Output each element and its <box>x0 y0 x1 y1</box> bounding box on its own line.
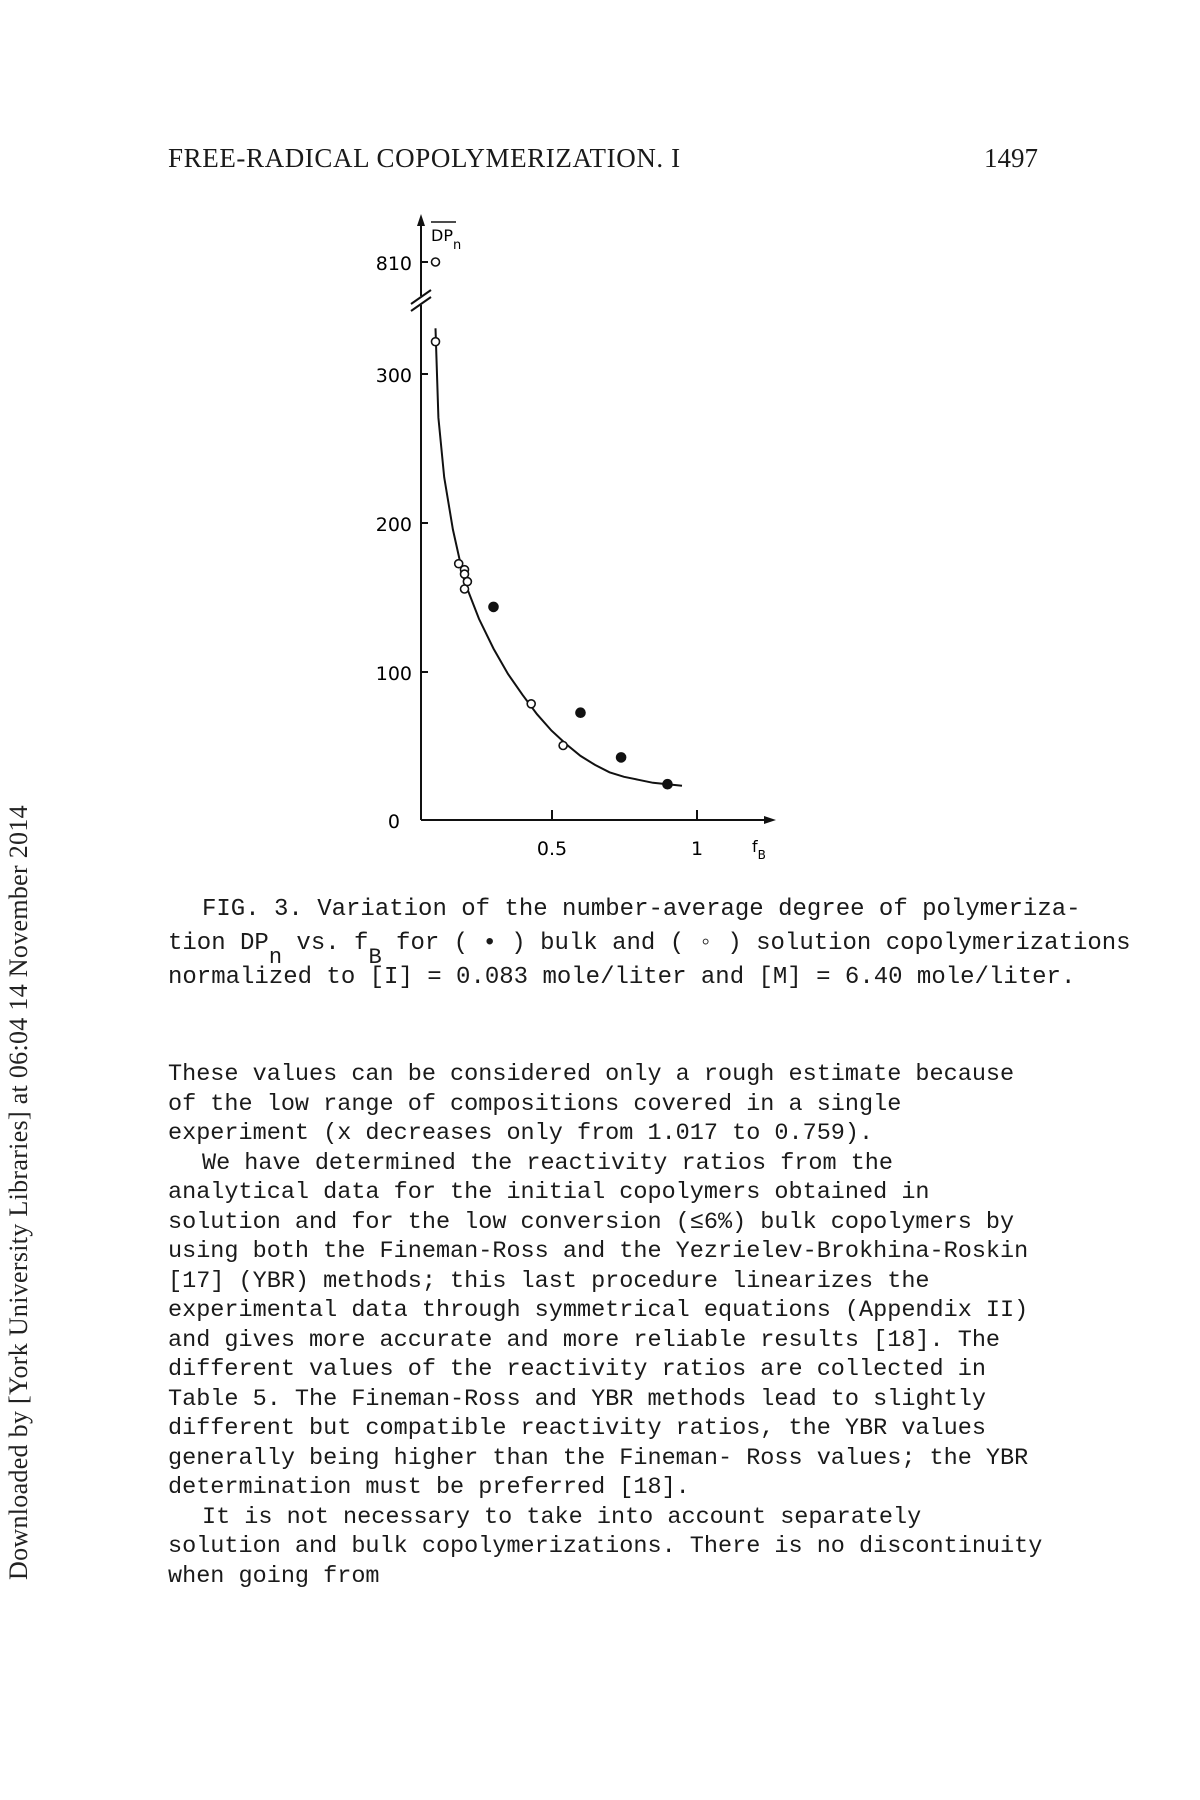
fitted-curve <box>434 328 683 787</box>
bulk-point-2 <box>575 707 586 719</box>
solution-point-1 <box>430 257 441 267</box>
solution-point-3 <box>453 558 464 569</box>
running-title: FREE-RADICAL COPOLYMERIZATION. I <box>168 143 681 173</box>
bulk-point-1 <box>488 601 499 613</box>
y-tick-label-300: 300 <box>376 365 412 387</box>
caption-line-1: FIG. 3. Variation of the number-average … <box>202 896 1081 923</box>
paragraph-3: It is not necessary to take into account… <box>168 1503 1043 1590</box>
caption-line-3: normalized to [I] = 0.083 mole/liter and… <box>168 964 1076 991</box>
running-head: FREE-RADICAL COPOLYMERIZATION. I 1497 <box>168 143 1038 177</box>
solution-point-7 <box>459 584 470 594</box>
y-tick-label-810: 810 <box>376 253 412 275</box>
bulk-point-3 <box>615 752 627 763</box>
x-axis-arrow <box>764 816 776 824</box>
page-number: 1497 <box>984 143 1038 173</box>
body-text: These values can be considered only a ro… <box>168 1060 1048 1591</box>
x-axis-label: fB <box>752 837 766 862</box>
solution-point-8 <box>526 698 537 709</box>
paragraph-1: These values can be considered only a ro… <box>168 1061 1015 1147</box>
y-tick-label-200: 200 <box>376 514 412 536</box>
y-axis-break-mark-1 <box>410 289 432 305</box>
solution-point-9 <box>558 740 568 751</box>
dpn-vs-fb-chart: 810 300 200 100 0 0.5 1 DPn fB <box>376 214 776 862</box>
bulk-point-4 <box>662 778 673 790</box>
y-axis-break-mark-2 <box>410 296 432 312</box>
x-tick-label-1: 1 <box>691 838 703 860</box>
caption-line-2: tion DPn vs. fB for ( • ) bulk and ( ◦ )… <box>168 930 1131 970</box>
solution-point-2 <box>430 336 441 347</box>
paragraph-2: We have determined the reactivity ratios… <box>168 1149 1029 1502</box>
x-tick-label-0.5: 0.5 <box>537 838 567 860</box>
y-tick-label-100: 100 <box>376 663 412 685</box>
data-points-group <box>430 257 673 790</box>
y-axis-label: DPn <box>431 226 461 253</box>
y-tick-label-0: 0 <box>388 811 400 833</box>
y-axis-arrow <box>417 214 425 226</box>
fitted-curve-group <box>434 328 683 787</box>
figure-3: 810 300 200 100 0 0.5 1 DPn fB <box>376 214 776 862</box>
figure-caption: FIG. 3. Variation of the number-average … <box>168 893 1131 995</box>
